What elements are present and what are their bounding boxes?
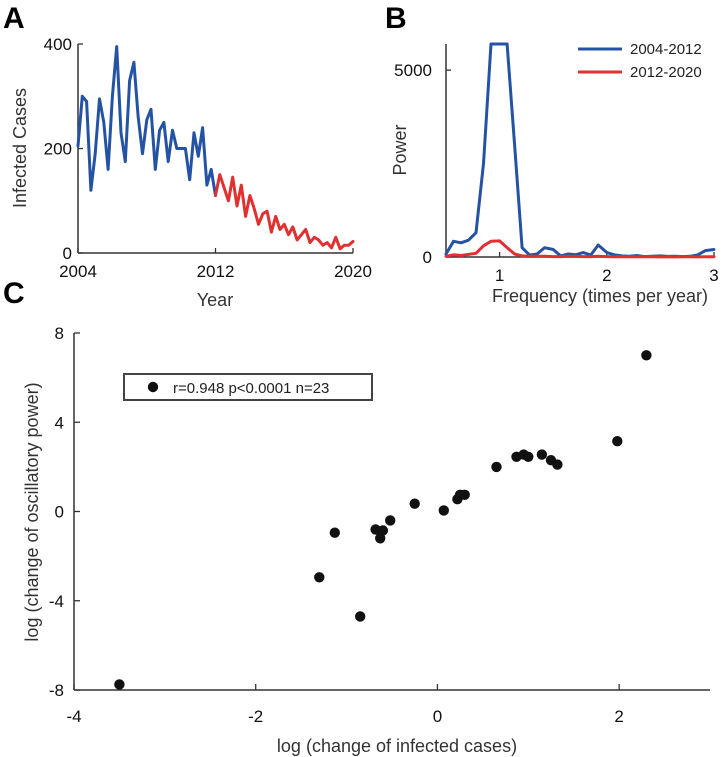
panel-b-letter: B xyxy=(385,2,407,35)
panel-a-axes: 2004 2012 2020 0 200 400 xyxy=(44,35,372,281)
panel-a-ytick-label: 200 xyxy=(44,140,72,159)
panel-a-xtick-label: 2004 xyxy=(59,262,97,281)
panel-a-ytick-label: 400 xyxy=(44,35,72,54)
panel-a-letter: A xyxy=(3,2,25,35)
panel-a-series-2-line xyxy=(214,173,355,251)
panel-b-xlabel: Frequency (times per year) xyxy=(492,286,708,306)
panel-c-xtick-label: 2 xyxy=(614,707,623,726)
panel-c-xtick-label: 0 xyxy=(433,707,442,726)
panel-a-series xyxy=(76,45,355,251)
scatter-point xyxy=(438,505,449,516)
scatter-point xyxy=(375,533,386,544)
panel-c-letter: C xyxy=(3,277,25,310)
panel-a-series-1-line xyxy=(76,45,217,197)
panel-a-ytick-label: 0 xyxy=(63,244,72,263)
scatter-point xyxy=(355,611,366,622)
panel-b-ytick-label: 0 xyxy=(423,248,432,267)
scatter-point xyxy=(314,572,325,583)
panel-b-legend-label-1: 2004-2012 xyxy=(630,41,702,58)
scatter-point xyxy=(409,498,420,509)
panel-a-xtick-label: 2020 xyxy=(334,262,372,281)
panel-c-ytick-label: 8 xyxy=(55,324,64,343)
panel-b-legend-label-2: 2012-2020 xyxy=(630,64,702,81)
scatter-point xyxy=(114,679,125,690)
panel-c-ylabel: log (change of oscillatory power) xyxy=(22,382,42,641)
panel-c-ytick-label: 0 xyxy=(55,503,64,522)
scatter-point xyxy=(329,527,340,538)
panel-b-xtick-label: 1 xyxy=(495,266,504,285)
panel-b-xtick-label: 2 xyxy=(602,266,611,285)
panel-b-ylabel: Power xyxy=(390,124,410,175)
scatter-point xyxy=(523,451,534,462)
panel-a-ylabel: Infected Cases xyxy=(10,88,30,208)
panel-c-legend-marker xyxy=(147,381,159,393)
panel-c-legend: r=0.948 p<0.0001 n=23 xyxy=(123,373,373,401)
scatter-point xyxy=(552,459,563,470)
panel-c-points xyxy=(114,350,652,690)
panel-c-xtick-label: -2 xyxy=(248,707,263,726)
panel-b-chart: 1 2 3 0 5000 Frequency (times per year) Powe… xyxy=(390,41,719,306)
scatter-point xyxy=(385,515,396,526)
panel-b-series-2-line xyxy=(444,239,716,259)
panel-b-series xyxy=(444,42,716,259)
panel-b-legend: 2004-2012 2012-2020 xyxy=(578,41,702,81)
panel-b-ytick-label: 5000 xyxy=(394,61,432,80)
panel-a-xlabel: Year xyxy=(197,290,233,310)
scatter-point xyxy=(491,461,502,473)
panel-b-xtick-label: 3 xyxy=(709,266,718,285)
scatter-point xyxy=(536,449,548,460)
scatter-point xyxy=(612,436,623,447)
scatter-point xyxy=(377,525,389,536)
panel-c-xlabel: log (change of infected cases) xyxy=(277,736,517,756)
panel-c-ytick-label: -8 xyxy=(49,681,64,700)
panel-a-chart: 2004 2012 2020 0 200 400 Year Infected Cases xyxy=(10,35,372,310)
panel-c-legend-box xyxy=(123,373,373,401)
scatter-point xyxy=(641,350,652,361)
panel-c-xtick-label: -4 xyxy=(66,707,81,726)
panel-c-ytick-label: 4 xyxy=(55,413,64,432)
panel-a-xtick-label: 2012 xyxy=(197,262,235,281)
panel-c-ytick-label: -4 xyxy=(49,592,64,611)
panel-c-legend-label: r=0.948 p<0.0001 n=23 xyxy=(173,380,329,397)
scatter-point xyxy=(459,489,470,500)
